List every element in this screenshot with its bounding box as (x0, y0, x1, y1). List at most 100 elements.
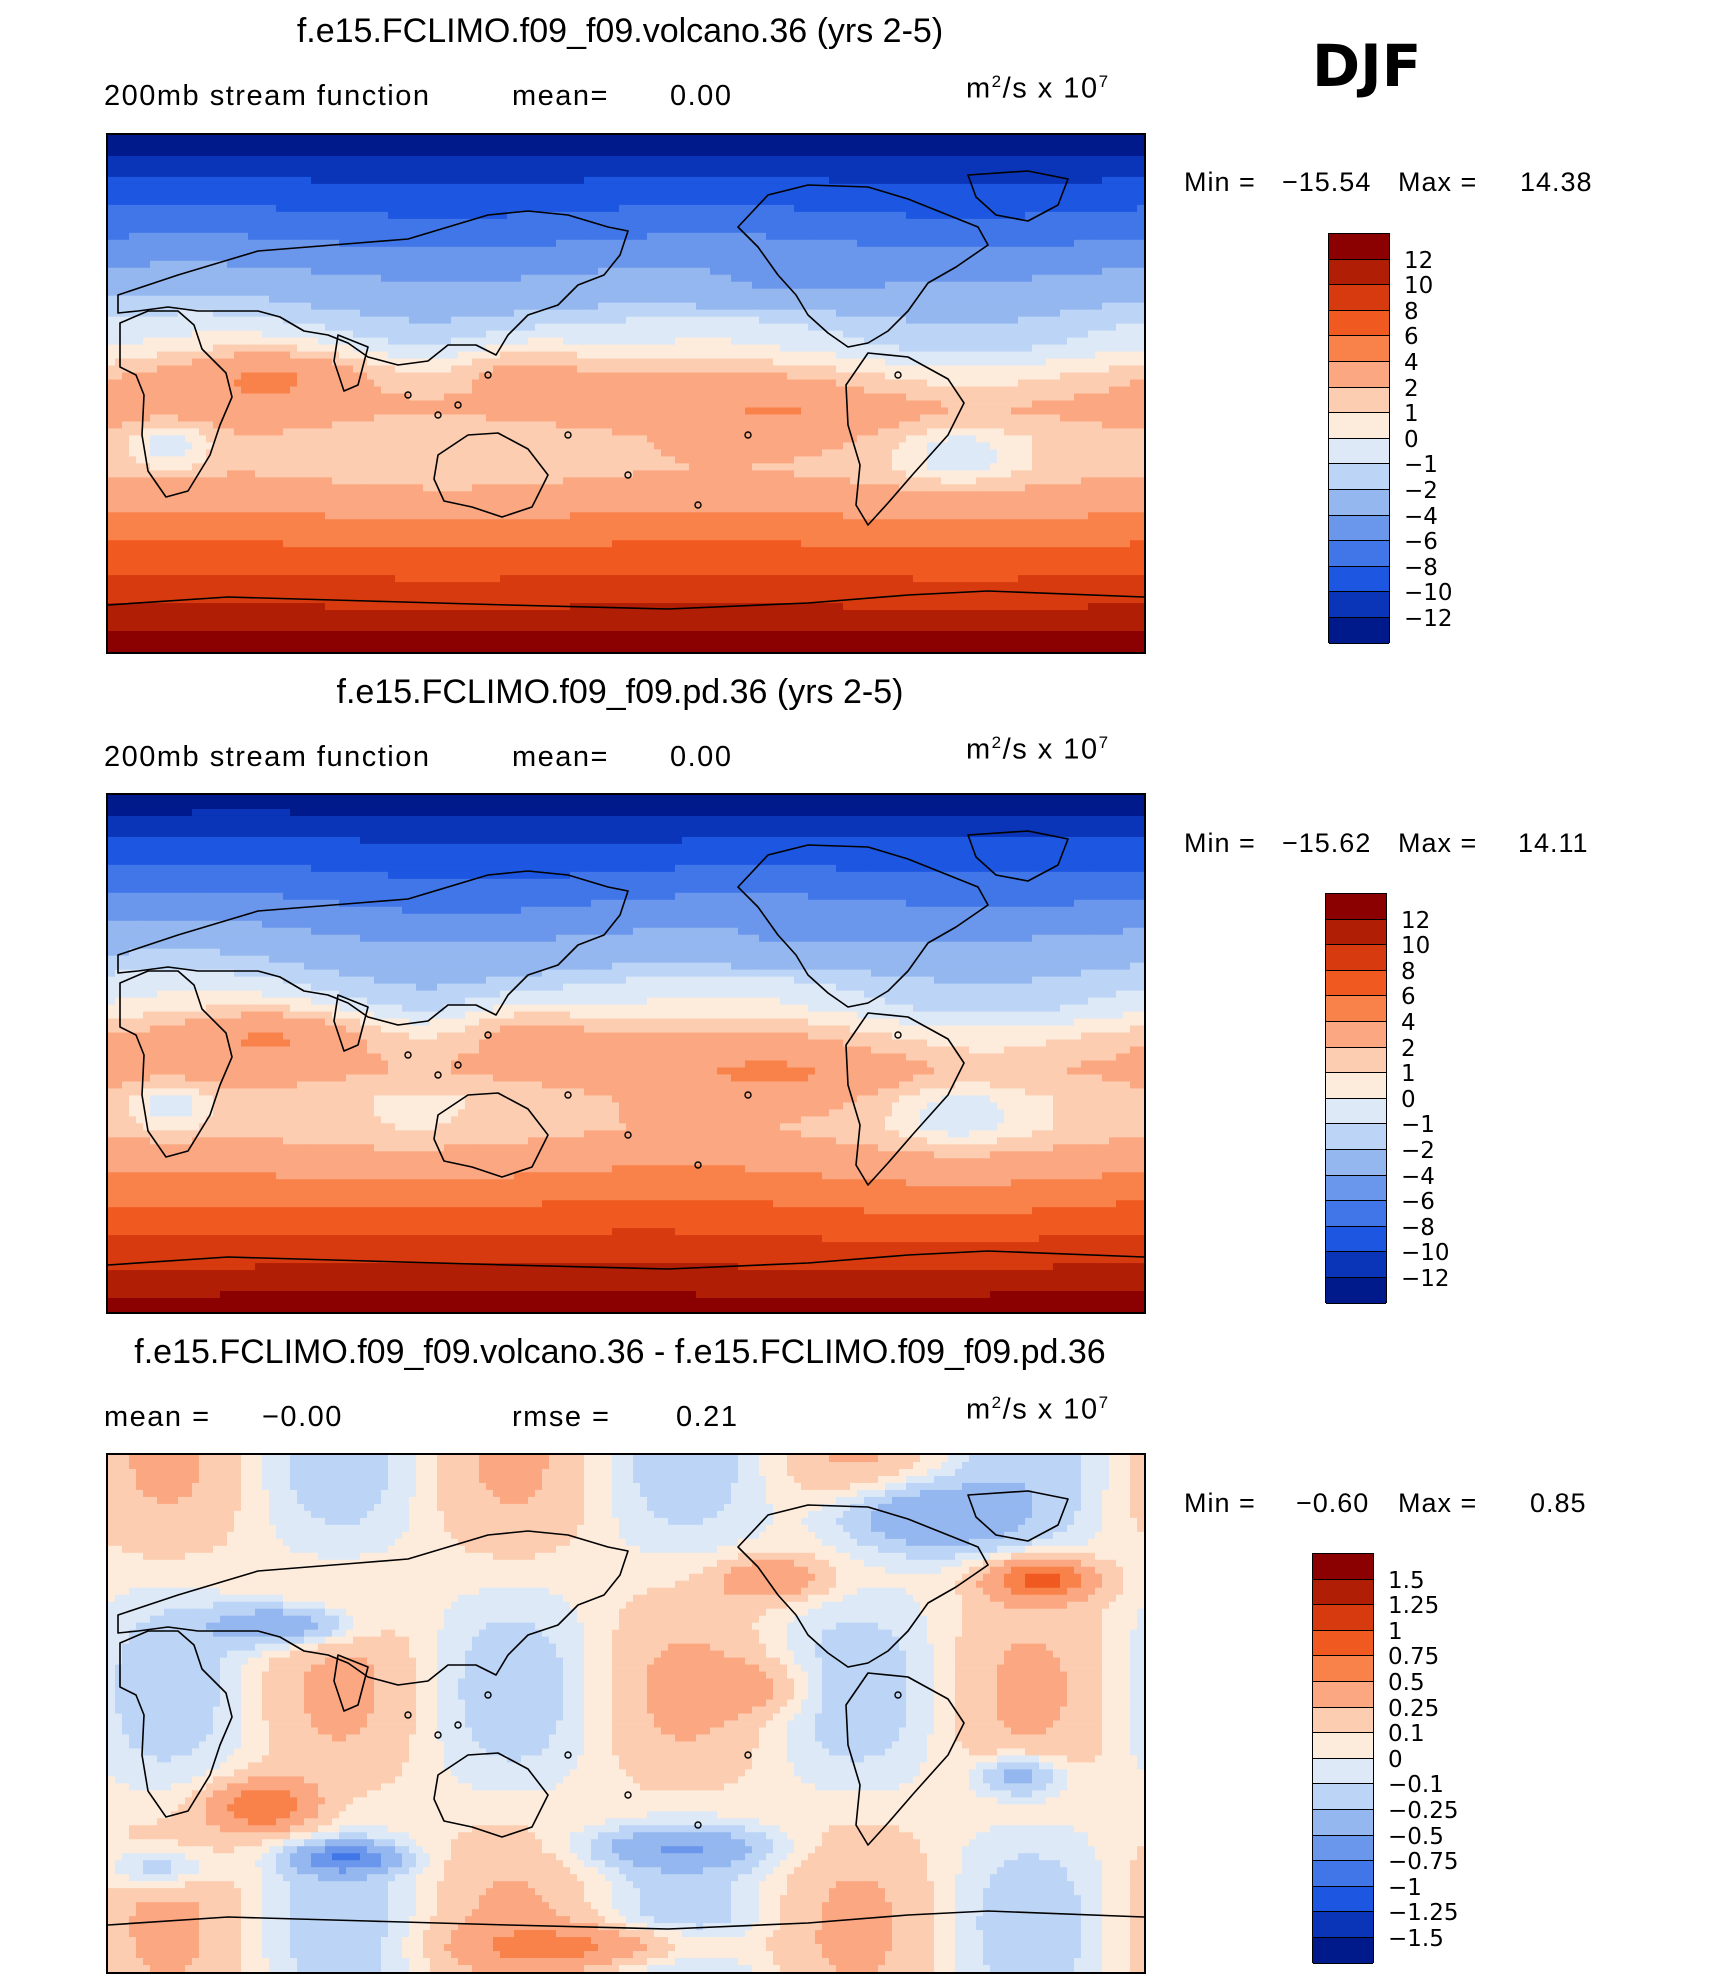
panel-2-coastlines (108, 830, 1144, 1270)
panel-1-max-label: Max = (1398, 167, 1477, 198)
panel-1-colorbar-swatch (1329, 310, 1389, 337)
panel-3-colorbar-swatch (1313, 1656, 1373, 1682)
panel-3-colorbar-label: −1.5 (1388, 1928, 1444, 1951)
panel-2-colorbar-label: 4 (1401, 1012, 1416, 1035)
panel-3-colorbar-label: 1.5 (1388, 1569, 1425, 1593)
panel-3-field-plot (108, 1455, 1144, 1972)
panel-2-colorbar-label: −12 (1401, 1268, 1450, 1291)
panel-1-colorbar-swatch (1329, 234, 1389, 260)
panel-3-units: m2/s x 107 (966, 1393, 1110, 1427)
panel-1-variable-label: 200mb stream function (104, 80, 430, 113)
panel-1-colorbar-label: −4 (1404, 505, 1438, 529)
panel-2-colorbar-label: 2 (1401, 1037, 1416, 1061)
panel-3-mean-label: mean = (104, 1401, 211, 1434)
panel-1-map (106, 133, 1146, 654)
panel-1-colorbar-swatch (1329, 259, 1389, 286)
panel-2-colorbar-label: −6 (1401, 1191, 1435, 1214)
panel-3-colorbar-swatch (1313, 1886, 1373, 1913)
panel-2-min-label: Min = (1184, 828, 1256, 859)
panel-3-colorbar-swatch (1313, 1810, 1373, 1836)
panel-1-colorbar-label: −2 (1404, 480, 1438, 503)
panel-3-colorbar-swatch (1313, 1784, 1373, 1810)
panel-2-max-label: Max = (1398, 828, 1477, 859)
panel-3-colorbar-box (1312, 1553, 1374, 1964)
panel-3-max-value: 0.85 (1530, 1488, 1587, 1519)
panel-1-units: m2/s x 107 (966, 72, 1110, 106)
panel-3-colorbar-label: 0.25 (1388, 1697, 1439, 1721)
panel-3-colorbar-label: 1 (1388, 1620, 1403, 1644)
panel-3-colorbar-swatch (1313, 1605, 1373, 1631)
panel-2-colorbar-label: 1 (1401, 1063, 1416, 1086)
panel-2-colorbar-label: −4 (1401, 1165, 1435, 1189)
panel-3-rmse-value: 0.21 (676, 1401, 738, 1434)
panel-3-mean-value: −0.00 (262, 1401, 343, 1434)
panel-3-colorbar-swatch (1313, 1579, 1373, 1606)
panel-1-mean-label: mean= (512, 80, 609, 113)
panel-1-colorbar-label: −8 (1404, 556, 1438, 580)
panel-1-colorbar-label: 4 (1404, 352, 1419, 375)
panel-3-coastlines (108, 1490, 1144, 1930)
panel-2-variable-label: 200mb stream function (104, 741, 430, 774)
panel-1-colorbar-label: 1 (1404, 403, 1419, 426)
panel-2-mean-label: mean= (512, 741, 609, 774)
panel-2-colorbar-swatch (1326, 1022, 1386, 1048)
panel-3-colorbar-label: −1 (1388, 1876, 1422, 1900)
panel-2-colorbar-swatch (1326, 1150, 1386, 1176)
panel-2-map (106, 793, 1146, 1314)
panel-1-colorbar-swatch (1329, 438, 1389, 465)
panel-1-colorbar-label: 10 (1404, 275, 1433, 298)
panel-2-colorbar-swatch (1326, 970, 1386, 997)
panel-3-colorbar-swatch (1313, 1912, 1373, 1938)
panel-2-colorbar-swatch (1326, 1175, 1386, 1202)
panel-3-colorbar-swatch (1313, 1861, 1373, 1887)
panel-1-colorbar-label: 0 (1404, 428, 1419, 452)
panel-2-colorbar-swatch (1326, 1278, 1386, 1304)
panel-1-colorbar-label: −12 (1404, 608, 1453, 631)
panel-1-colorbar-label: 12 (1404, 249, 1433, 273)
panel-1-cells (108, 135, 1144, 652)
panel-1-colorbar-swatch (1329, 464, 1389, 490)
panel-2-title: f.e15.FCLIMO.f09_f09.pd.36 (yrs 2-5) (0, 673, 1240, 712)
panel-3-colorbar-label: −0.1 (1388, 1774, 1444, 1797)
panel-2-colorbar-label: 8 (1401, 960, 1416, 984)
panel-3-colorbar-swatch (1313, 1733, 1373, 1759)
panel-1-colorbar-swatch (1329, 387, 1389, 414)
panel-2-min-value: −15.62 (1282, 828, 1371, 859)
panel-3-min-value: −0.60 (1296, 1488, 1369, 1519)
panel-3-colorbar-label: 0.75 (1388, 1646, 1439, 1669)
panel-2-colorbar-swatch (1326, 1047, 1386, 1074)
panel-3-colorbar-label: 0 (1388, 1748, 1403, 1772)
panel-3-colorbar-swatch (1313, 1630, 1373, 1657)
panel-2-colorbar-swatch (1326, 919, 1386, 946)
panel-3-colorbar-swatch (1313, 1682, 1373, 1708)
panel-1-colorbar-swatch (1329, 515, 1389, 542)
panel-2-colorbar-swatch (1326, 1073, 1386, 1099)
panel-1-field-plot (108, 135, 1144, 652)
panel-1-colorbar-label: 2 (1404, 377, 1419, 401)
panel-2-colorbar-swatch (1326, 945, 1386, 971)
panel-3-colorbar-label: 0.5 (1388, 1672, 1425, 1695)
panel-3-colorbar-swatch (1313, 1758, 1373, 1785)
panel-2-max-value: 14.11 (1518, 828, 1589, 859)
panel-1-colorbar-label: −10 (1404, 582, 1453, 605)
panel-1-colorbar-swatch (1329, 413, 1389, 439)
panel-2-colorbar-label: −8 (1401, 1216, 1435, 1240)
panel-3-min-label: Min = (1184, 1488, 1256, 1519)
panel-1-min-value: −15.54 (1282, 167, 1371, 198)
panel-3-max-label: Max = (1398, 1488, 1477, 1519)
panel-2-colorbar-swatch (1326, 1201, 1386, 1227)
panel-2-cells (108, 795, 1144, 1312)
panel-2-colorbar-label: 10 (1401, 935, 1430, 958)
panel-2-mean-value: 0.00 (670, 741, 732, 774)
panel-1-colorbar-swatch (1329, 618, 1389, 644)
panel-1-colorbar-label: 8 (1404, 300, 1419, 324)
panel-2-colorbar-swatch (1326, 996, 1386, 1022)
panel-1-mean-value: 0.00 (670, 80, 732, 113)
panel-2-colorbar-label: 0 (1401, 1088, 1416, 1112)
panel-1-colorbar-swatch (1329, 592, 1389, 618)
panel-1-colorbar-box (1328, 233, 1390, 644)
panel-1-colorbar-swatch (1329, 541, 1389, 567)
panel-2-colorbar-label: −2 (1401, 1140, 1435, 1163)
panel-2-colorbar-swatch (1326, 1098, 1386, 1125)
panel-2-colorbar-box (1325, 893, 1387, 1304)
